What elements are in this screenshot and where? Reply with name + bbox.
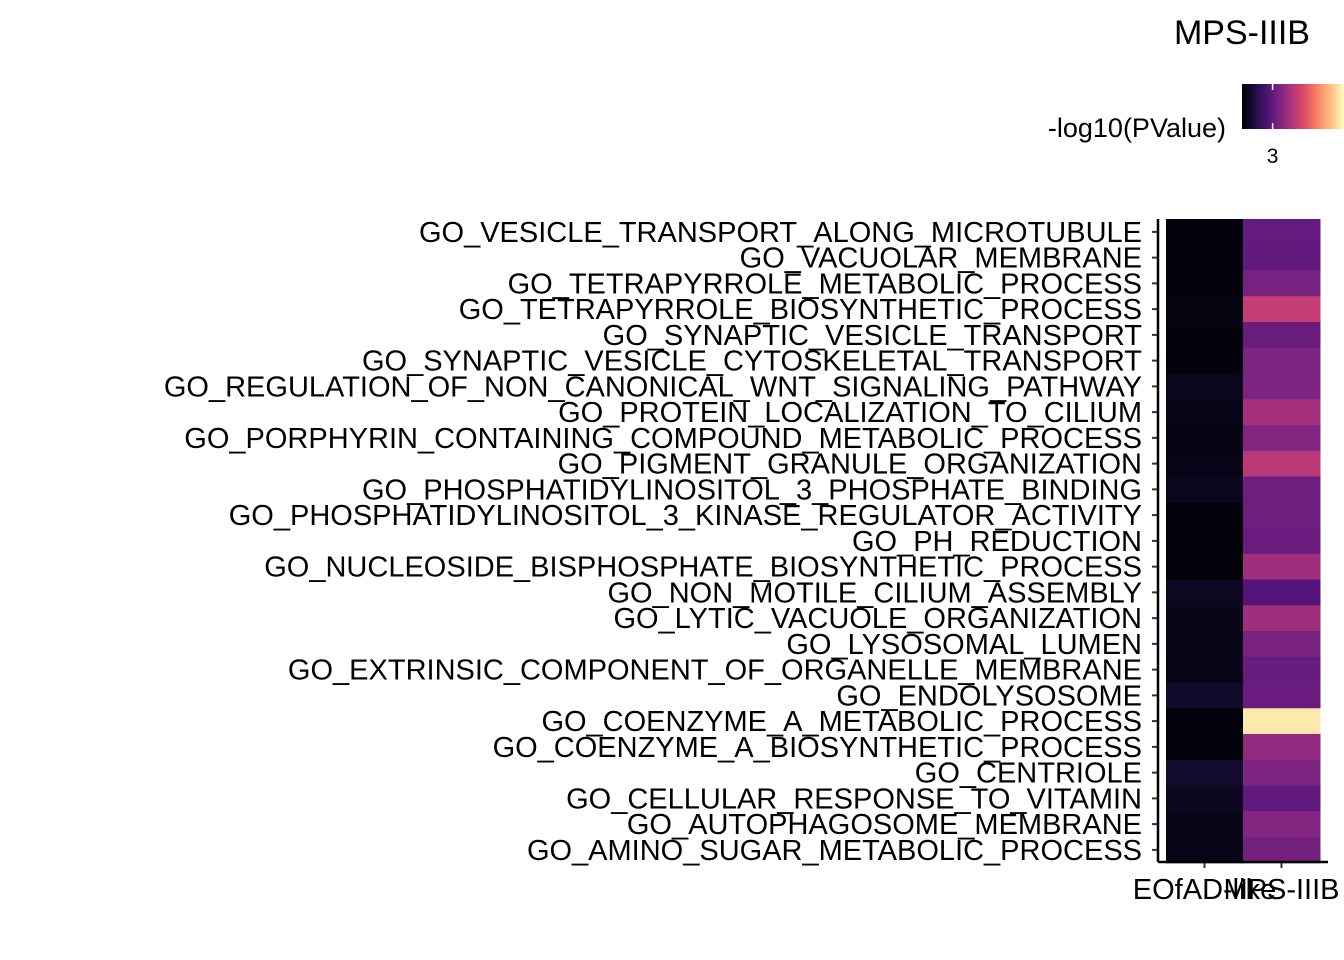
heatmap-cell xyxy=(1166,785,1244,812)
y-tick-label: GO_PHOSPHATIDYLINOSITOL_3_PHOSPHATE_BIND… xyxy=(362,474,1142,506)
heatmap-cell xyxy=(1243,244,1321,271)
heatmap-cell xyxy=(1243,322,1321,349)
heatmap-cell xyxy=(1166,450,1244,477)
y-tick-label: GO_COENZYME_A_BIOSYNTHETIC_PROCESS xyxy=(493,732,1142,764)
heatmap-cell xyxy=(1166,708,1244,735)
heatmap-cell xyxy=(1166,734,1244,761)
heatmap-cell xyxy=(1166,837,1244,864)
heatmap-cell xyxy=(1243,347,1321,374)
heatmap-cell xyxy=(1243,579,1321,606)
heatmap-cell xyxy=(1243,656,1321,683)
heatmap-cell xyxy=(1166,244,1244,271)
heatmap-cell xyxy=(1243,502,1321,529)
heatmap-cell xyxy=(1243,785,1321,812)
heatmap-cell xyxy=(1243,270,1321,297)
y-tick-label: GO_REGULATION_OF_NON_CANONICAL_WNT_SIGNA… xyxy=(164,371,1142,403)
y-tick-label: GO_COENZYME_A_METABOLIC_PROCESS xyxy=(541,706,1142,738)
y-tick-label: GO_PORPHYRIN_CONTAINING_COMPOUND_METABOL… xyxy=(184,423,1142,455)
y-tick-label: GO_EXTRINSIC_COMPONENT_OF_ORGANELLE_MEMB… xyxy=(288,655,1142,687)
heatmap-cell xyxy=(1166,373,1244,400)
heatmap-cell xyxy=(1166,476,1244,503)
y-tick-label: GO_LYTIC_VACUOLE_ORGANIZATION xyxy=(613,603,1142,635)
y-tick-label: GO_TETRAPYRROLE_BIOSYNTHETIC_PROCESS xyxy=(459,294,1142,326)
y-tick-label: GO_VESICLE_TRANSPORT_ALONG_MICROTUBULE xyxy=(419,217,1142,249)
x-tick-label: MPS-IIIB xyxy=(1223,874,1339,906)
heatmap-cell xyxy=(1166,296,1244,323)
heatmap-cell xyxy=(1166,528,1244,555)
heatmap-cell xyxy=(1243,759,1321,786)
heatmap-cell xyxy=(1166,219,1244,246)
legend-tick-label: 3 xyxy=(1267,145,1279,168)
y-tick-label: GO_TETRAPYRROLE_METABOLIC_PROCESS xyxy=(508,268,1142,300)
heatmap-cell xyxy=(1166,502,1244,529)
heatmap-cell xyxy=(1166,811,1244,838)
heatmap-cell xyxy=(1166,682,1244,709)
heatmap-cell xyxy=(1243,631,1321,658)
heatmap-cell xyxy=(1243,450,1321,477)
heatmap-cell xyxy=(1166,605,1244,632)
y-tick-label: GO_CELLULAR_RESPONSE_TO_VITAMIN xyxy=(566,783,1142,815)
y-tick-label: GO_PH_REDUCTION xyxy=(852,526,1142,558)
y-tick-label: GO_SYNAPTIC_VESICLE_TRANSPORT xyxy=(603,320,1143,352)
y-tick-label: GO_CENTRIOLE xyxy=(915,758,1142,790)
heatmap-cell xyxy=(1166,322,1244,349)
legend-title: -log10(PValue) xyxy=(1048,113,1226,143)
heatmap-cell xyxy=(1243,553,1321,580)
y-tick-label: GO_AUTOPHAGOSOME_MEMBRANE xyxy=(627,809,1142,841)
y-tick-label: GO_PROTEIN_LOCALIZATION_TO_CILIUM xyxy=(558,397,1142,429)
heatmap-cell xyxy=(1166,399,1244,426)
heatmap-cell xyxy=(1243,373,1321,400)
heatmap-cell xyxy=(1243,296,1321,323)
heatmap-cell xyxy=(1243,734,1321,761)
y-tick-label: GO_AMINO_SUGAR_METABOLIC_PROCESS xyxy=(527,835,1142,867)
heatmap-cell xyxy=(1243,605,1321,632)
y-tick-label: GO_PIGMENT_GRANULE_ORGANIZATION xyxy=(558,449,1142,481)
legend-colorbar xyxy=(1242,84,1344,129)
heatmap-cell xyxy=(1243,219,1321,246)
heatmap-cell xyxy=(1166,579,1244,606)
heatmap-cell xyxy=(1243,682,1321,709)
y-tick-label: GO_PHOSPHATIDYLINOSITOL_3_KINASE_REGULAT… xyxy=(229,500,1142,532)
heatmap-cell xyxy=(1166,553,1244,580)
x-tick-label: EOfAD-like xyxy=(1133,874,1276,906)
heatmap-cell xyxy=(1243,708,1321,735)
heatmap-cell xyxy=(1243,837,1321,864)
heatmap-cell xyxy=(1166,270,1244,297)
y-tick-label: GO_LYSOSOMAL_LUMEN xyxy=(786,629,1142,661)
heatmap-cell xyxy=(1166,759,1244,786)
heatmap-cell xyxy=(1166,631,1244,658)
y-tick-label: GO_SYNAPTIC_VESICLE_CYTOSKELETAL_TRANSPO… xyxy=(362,346,1142,378)
y-tick-label: GO_NUCLEOSIDE_BISPHOSPHATE_BIOSYNTHETIC_… xyxy=(264,552,1142,584)
heatmap-cell xyxy=(1243,528,1321,555)
y-tick-label: GO_VACUOLAR_MEMBRANE xyxy=(740,243,1142,275)
heatmap-cell xyxy=(1166,425,1244,452)
heatmap-cell xyxy=(1243,425,1321,452)
y-tick-label: GO_NON_MOTILE_CILIUM_ASSEMBLY xyxy=(607,577,1142,609)
heatmap-cell xyxy=(1243,399,1321,426)
heatmap-cell xyxy=(1243,811,1321,838)
y-tick-label: GO_ENDOLYSOSOME xyxy=(836,680,1142,712)
heatmap-cell xyxy=(1166,347,1244,374)
heatmap-cell xyxy=(1243,476,1321,503)
chart-title: MPS-IIIB xyxy=(1174,14,1310,52)
heatmap-cell xyxy=(1166,656,1244,683)
